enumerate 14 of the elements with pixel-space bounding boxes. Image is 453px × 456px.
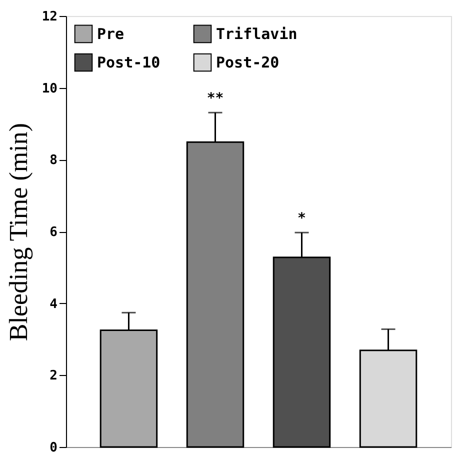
y-tick-label: 6	[50, 225, 58, 240]
legend-label: Post-10	[97, 54, 160, 72]
legend-label: Post-20	[216, 54, 280, 72]
annotation: **	[206, 90, 224, 107]
legend-label: Triflavin	[216, 24, 298, 43]
y-axis-title: Bleeding Time (min)	[4, 122, 33, 342]
y-tick-label: 12	[42, 10, 58, 24]
y-tick-label: 4	[50, 296, 58, 312]
y-tick-label: 8	[50, 153, 58, 168]
legend-label: Pre	[97, 24, 124, 43]
y-tick-label: 0	[50, 440, 58, 456]
y-tick-label: 2	[50, 368, 58, 384]
annotation: *	[298, 210, 306, 227]
y-tick-label: 10	[42, 81, 58, 96]
